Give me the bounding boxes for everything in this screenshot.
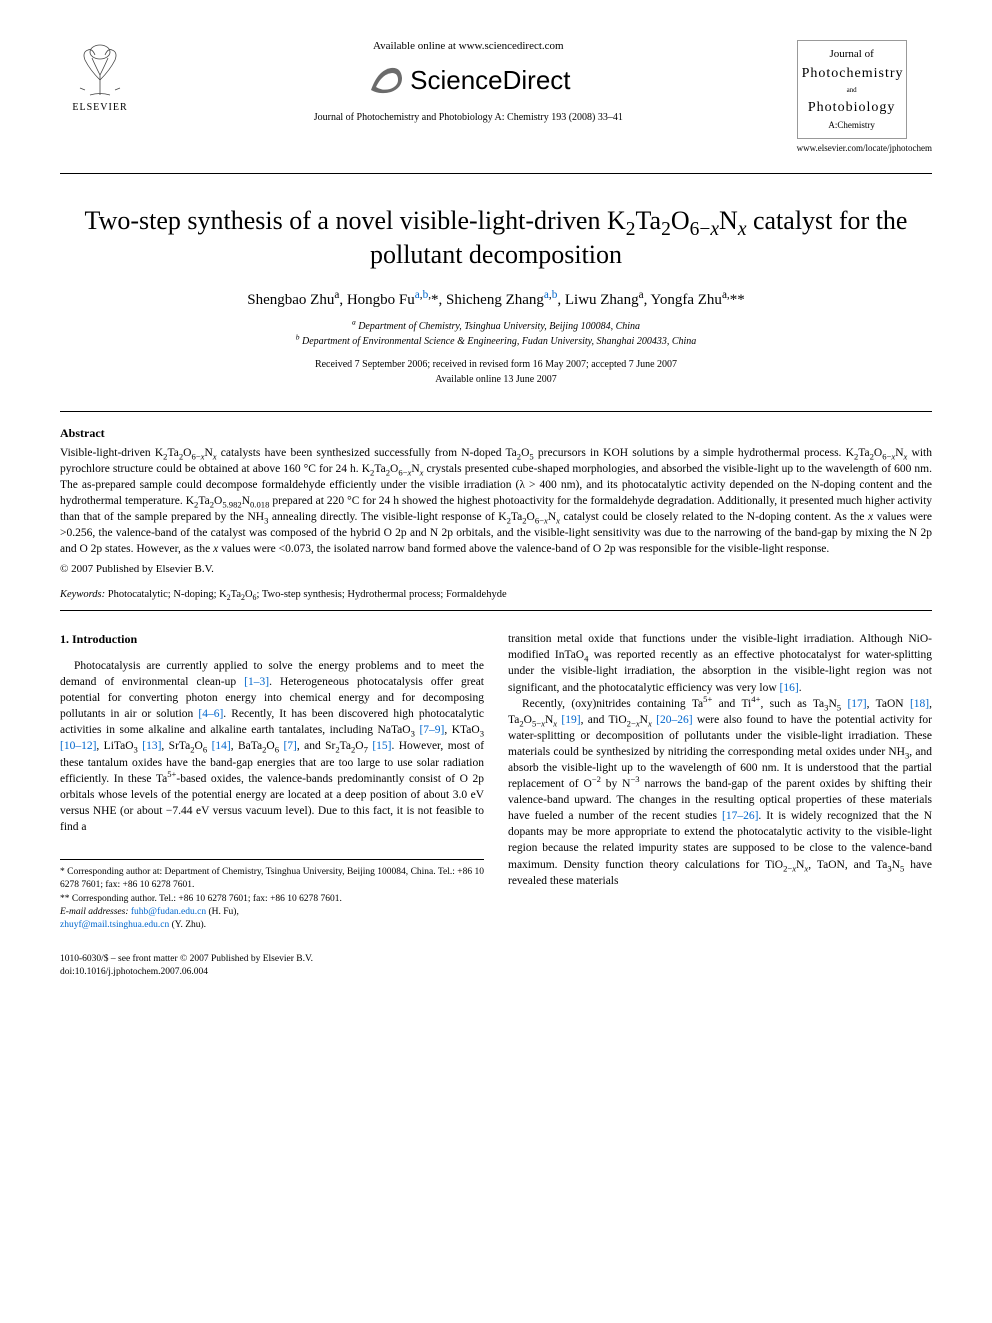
elsevier-label: ELSEVIER: [72, 102, 127, 113]
journal-url: www.elsevier.com/locate/jphotochem: [797, 143, 932, 153]
cover-line1: Journal of: [802, 47, 902, 62]
affiliation-b: b Department of Environmental Science & …: [60, 334, 932, 349]
sciencedirect-swoosh-icon: [366, 60, 406, 100]
keywords-line: Keywords: Photocatalytic; N-doping; K2Ta…: [60, 589, 932, 600]
affiliation-a: a Department of Chemistry, Tsinghua Univ…: [60, 319, 932, 334]
sciencedirect-block: Available online at www.sciencedirect.co…: [140, 40, 797, 127]
left-column: 1. Introduction Photocatalysis are curre…: [60, 631, 484, 979]
intro-paragraph-1: Photocatalysis are currently applied to …: [60, 658, 484, 835]
cover-line2: Photochemistry: [802, 64, 902, 84]
sciencedirect-text: ScienceDirect: [410, 65, 570, 96]
available-online-text: Available online at www.sciencedirect.co…: [140, 40, 797, 52]
article-dates: Received 7 September 2006; received in r…: [60, 357, 932, 387]
elsevier-tree-icon: [70, 40, 130, 100]
journal-citation: Journal of Photochemistry and Photobiolo…: [140, 112, 797, 123]
footnotes-block: * Corresponding author at: Department of…: [60, 859, 484, 932]
abstract-top-rule: [60, 411, 932, 412]
keywords-list: Photocatalytic; N-doping; K2Ta2O6; Two-s…: [108, 589, 507, 600]
abstract-body: Visible-light-driven K2Ta2O6−xNx catalys…: [60, 445, 932, 558]
authors-line: Shengbao Zhua, Hongbo Fua,b,*, Shicheng …: [60, 292, 932, 309]
abstract-heading: Abstract: [60, 426, 932, 441]
section-1-heading: 1. Introduction: [60, 631, 484, 648]
footnote-corresponding-2: ** Corresponding author. Tel.: +86 10 62…: [60, 893, 484, 906]
article-title: Two-step synthesis of a novel visible-li…: [60, 204, 932, 272]
footer-issn: 1010-6030/$ – see front matter © 2007 Pu…: [60, 953, 484, 966]
journal-cover-block: Journal of Photochemistry and Photobiolo…: [797, 40, 932, 153]
abstract-copyright: © 2007 Published by Elsevier B.V.: [60, 563, 932, 575]
cover-line3: and: [802, 86, 902, 96]
affiliations: a Department of Chemistry, Tsinghua Univ…: [60, 319, 932, 349]
body-columns: 1. Introduction Photocatalysis are curre…: [60, 631, 932, 979]
elsevier-logo-block: ELSEVIER: [60, 40, 140, 113]
intro-paragraph-3: Recently, (oxy)nitrides containing Ta5+ …: [508, 696, 932, 889]
page-header: ELSEVIER Available online at www.science…: [60, 40, 932, 153]
online-date: Available online 13 June 2007: [60, 372, 932, 387]
footer-doi: doi:10.1016/j.jphotochem.2007.06.004: [60, 966, 484, 979]
footer-block: 1010-6030/$ – see front matter © 2007 Pu…: [60, 953, 484, 980]
right-column: transition metal oxide that functions un…: [508, 631, 932, 979]
footnote-emails: E-mail addresses: fuhb@fudan.edu.cn (H. …: [60, 906, 484, 933]
abstract-bottom-rule: [60, 610, 932, 611]
footnote-corresponding-1: * Corresponding author at: Department of…: [60, 866, 484, 893]
cover-line4: Photobiology: [802, 98, 902, 118]
email-link-2[interactable]: zhuyf@mail.tsinghua.edu.cn: [60, 920, 169, 930]
email-link-1[interactable]: fuhb@fudan.edu.cn: [131, 907, 206, 917]
journal-cover: Journal of Photochemistry and Photobiolo…: [797, 40, 907, 139]
header-separator: [60, 173, 932, 174]
cover-line5: A:Chemistry: [802, 119, 902, 132]
sciencedirect-logo: ScienceDirect: [140, 60, 797, 100]
intro-paragraph-2: transition metal oxide that functions un…: [508, 631, 932, 695]
keywords-label: Keywords:: [60, 589, 105, 600]
received-date: Received 7 September 2006; received in r…: [60, 357, 932, 372]
